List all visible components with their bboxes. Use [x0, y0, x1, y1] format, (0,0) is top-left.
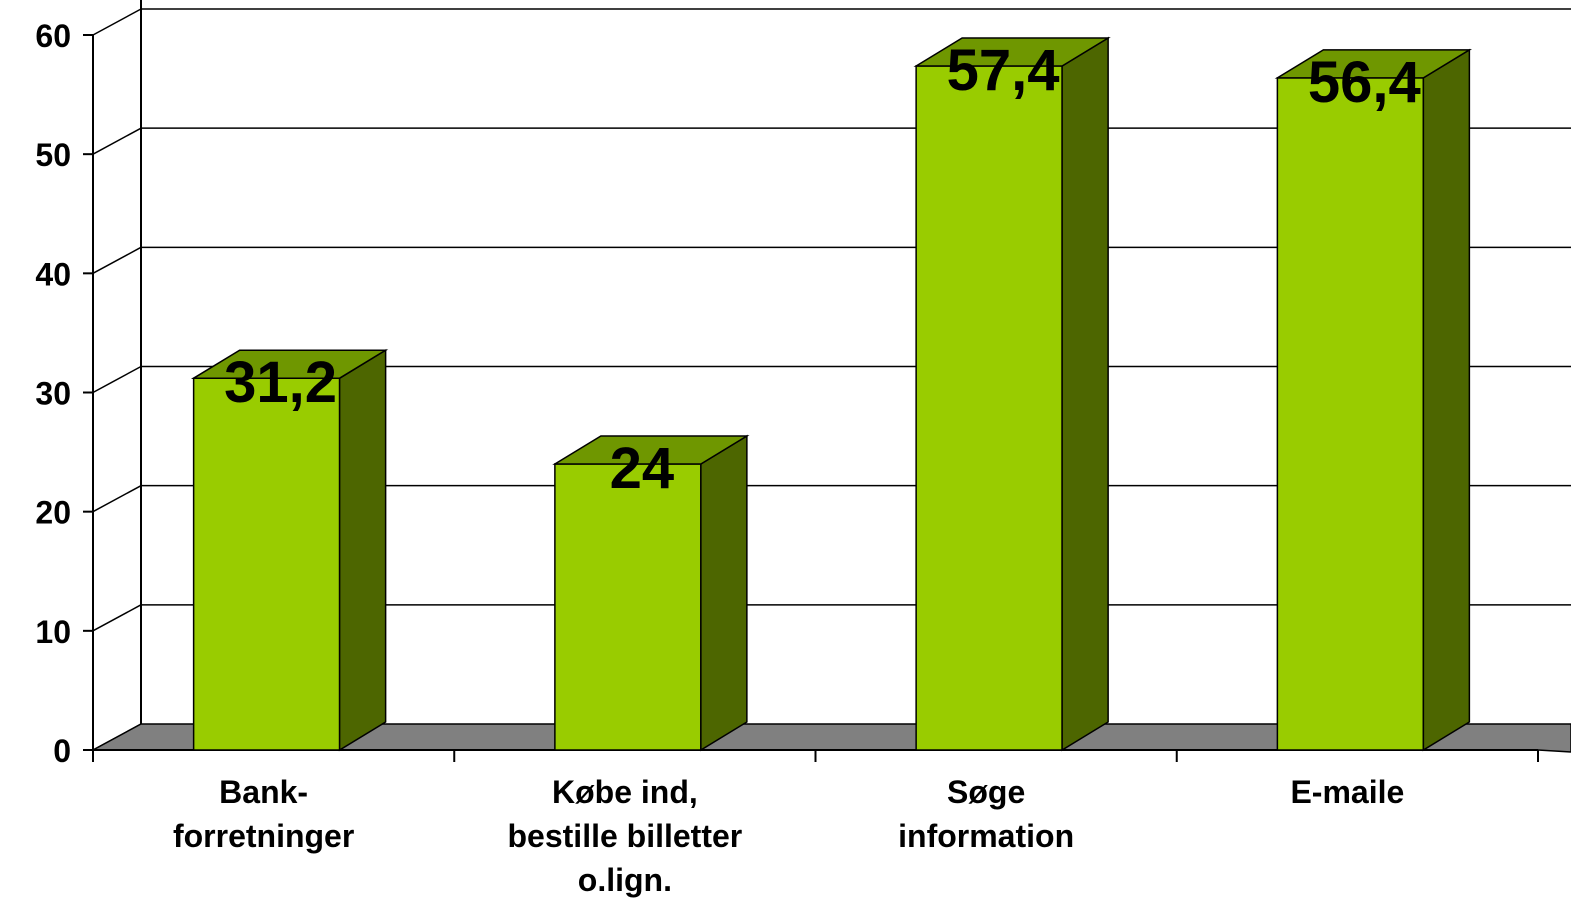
bar-front: [192, 377, 341, 751]
bar: [1274, 48, 1473, 752]
x-category-label: bestille billetter: [508, 818, 743, 854]
data-label: 24: [610, 436, 675, 501]
y-tick-label: 40: [35, 256, 71, 292]
data-label: 56,4: [1308, 50, 1421, 115]
bar-top: [552, 435, 750, 465]
bar-front: [915, 65, 1063, 751]
bar-side: [1061, 36, 1109, 752]
data-label: 31,2: [224, 350, 337, 415]
x-category-label: Bank-: [219, 774, 308, 810]
y-tick-label: 20: [35, 495, 71, 531]
gridline-diagonal: [92, 604, 142, 632]
bar-top: [1274, 49, 1473, 79]
bar-side: [700, 434, 748, 752]
gridline-diagonal: [92, 246, 142, 274]
y-tick-label: 50: [35, 137, 71, 173]
bar-top: [190, 349, 389, 379]
gridline-diagonal: [92, 8, 142, 36]
y-axis-tick-labels: 0 10 20 30 40 50 60: [35, 18, 71, 769]
side-wall: [93, 0, 141, 750]
x-axis-category-labels: Bank-forretninger Købe ind, bestille bille…: [173, 774, 1404, 898]
x-category-label: Søge: [947, 774, 1025, 810]
y-tick-label: 30: [35, 376, 71, 412]
y-tick-label: 60: [35, 18, 71, 54]
bar: [913, 36, 1111, 752]
data-labels: 31,2 24 57,4 56,4: [224, 38, 1421, 501]
y-tick-label: 10: [35, 614, 71, 650]
bar-top: [913, 37, 1111, 67]
gridline-diagonal: [92, 365, 142, 394]
x-category-label: information: [898, 818, 1074, 854]
data-label: 57,4: [947, 38, 1060, 103]
gridline-diagonal: [92, 485, 142, 513]
y-tick-label: 0: [53, 733, 71, 769]
x-category-label: o.lign.: [578, 862, 672, 898]
bar-side: [1422, 48, 1471, 752]
bar-side: [338, 348, 387, 752]
bars: [190, 36, 1473, 752]
bar: [190, 348, 389, 752]
bar: [552, 434, 750, 752]
bar-front: [554, 463, 702, 751]
x-category-label: forretninger: [173, 818, 354, 854]
x-category-label: Købe ind,: [552, 774, 698, 810]
x-category-label: E-maile: [1290, 774, 1404, 810]
gridline-diagonal: [92, 127, 142, 155]
bar-front: [1276, 77, 1425, 751]
